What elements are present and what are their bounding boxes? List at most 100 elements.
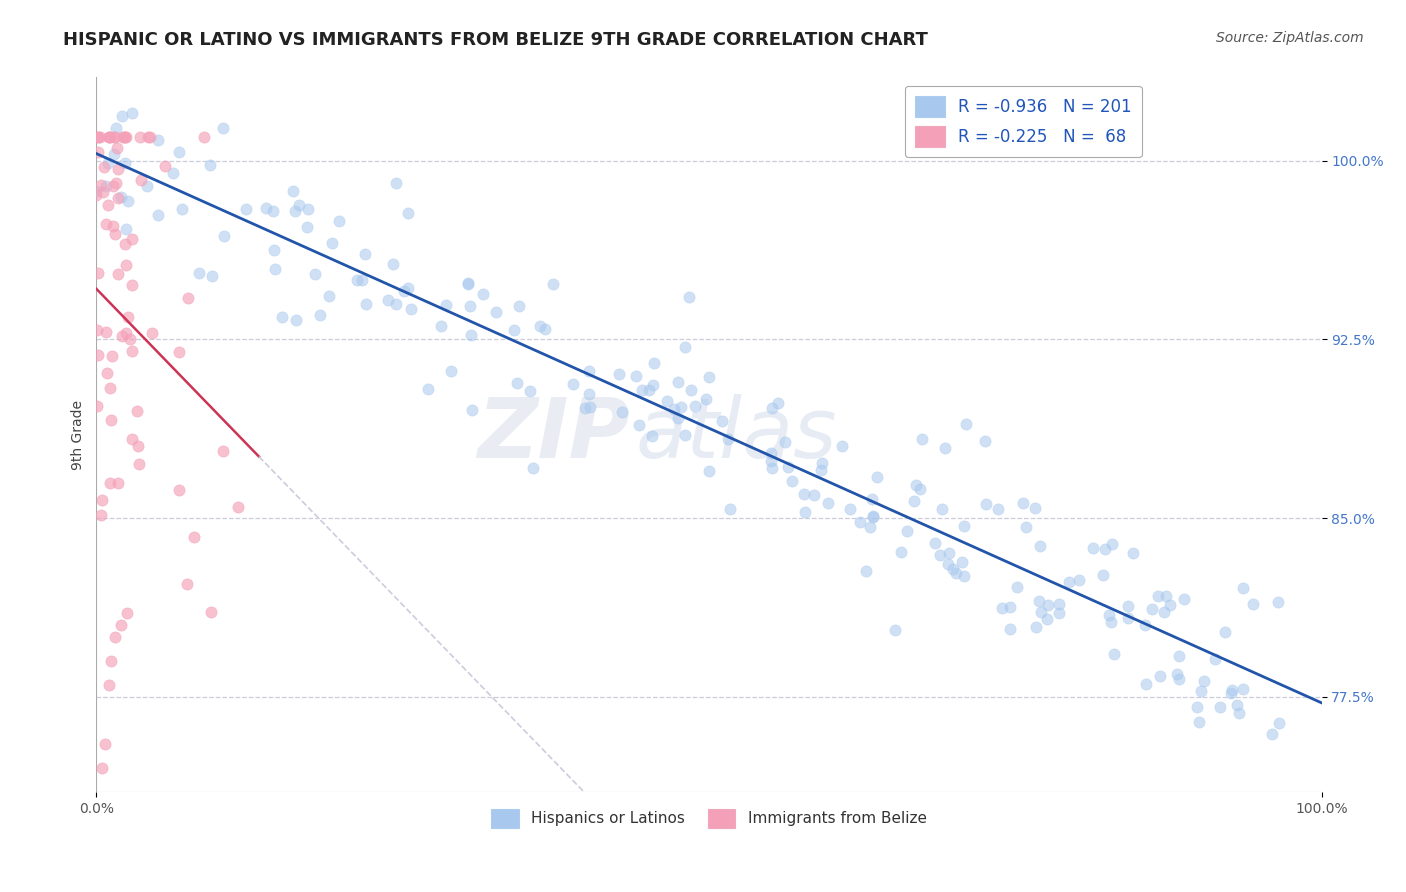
- Point: [235, 202, 257, 216]
- Point: [780, 474, 803, 488]
- Point: [685, 399, 707, 413]
- Point: [931, 501, 953, 516]
- Point: [607, 367, 630, 381]
- Point: [699, 370, 721, 384]
- Point: [114, 130, 136, 145]
- Point: [1011, 496, 1033, 510]
- Point: [637, 383, 659, 397]
- Point: [105, 121, 128, 136]
- Point: [86, 399, 108, 413]
- Point: [121, 232, 143, 246]
- Point: [1122, 545, 1144, 559]
- Point: [950, 555, 973, 569]
- Point: [115, 607, 138, 621]
- Point: [955, 417, 977, 431]
- Point: [631, 383, 654, 397]
- Point: [803, 488, 825, 502]
- Point: [679, 384, 702, 398]
- Point: [87, 266, 110, 280]
- Point: [643, 356, 665, 370]
- Point: [574, 401, 596, 415]
- Point: [534, 322, 557, 336]
- Point: [673, 340, 696, 354]
- Point: [167, 145, 190, 160]
- Point: [1204, 652, 1226, 666]
- Point: [1173, 591, 1195, 606]
- Point: [1024, 501, 1046, 516]
- Point: [657, 393, 679, 408]
- Point: [1167, 673, 1189, 687]
- Point: [938, 558, 960, 572]
- Point: [766, 395, 789, 409]
- Point: [183, 530, 205, 544]
- Point: [86, 348, 108, 362]
- Point: [193, 130, 215, 145]
- Point: [579, 400, 602, 414]
- Point: [97, 156, 120, 170]
- Point: [321, 235, 343, 250]
- Point: [104, 630, 127, 644]
- Point: [1035, 612, 1057, 626]
- Point: [1189, 684, 1212, 698]
- Point: [96, 217, 118, 231]
- Point: [641, 429, 664, 443]
- Point: [855, 564, 877, 578]
- Point: [100, 349, 122, 363]
- Point: [1025, 620, 1047, 634]
- Point: [346, 273, 368, 287]
- Point: [385, 176, 408, 190]
- Point: [1047, 597, 1070, 611]
- Point: [761, 401, 783, 416]
- Point: [129, 130, 152, 145]
- Point: [187, 266, 209, 280]
- Point: [998, 622, 1021, 636]
- Point: [377, 293, 399, 307]
- Point: [97, 130, 120, 145]
- Text: atlas: atlas: [636, 394, 837, 475]
- Point: [110, 618, 132, 632]
- Point: [385, 296, 408, 310]
- Point: [100, 381, 122, 395]
- Point: [396, 206, 419, 220]
- Point: [1226, 698, 1249, 712]
- Point: [849, 515, 872, 529]
- Point: [353, 247, 375, 261]
- Point: [90, 178, 112, 192]
- Point: [1213, 625, 1236, 640]
- Point: [115, 130, 138, 145]
- Point: [987, 502, 1010, 516]
- Point: [817, 496, 839, 510]
- Point: [710, 414, 733, 428]
- Point: [695, 392, 717, 406]
- Point: [761, 461, 783, 475]
- Point: [392, 284, 415, 298]
- Point: [200, 158, 222, 172]
- Point: [98, 476, 121, 491]
- Point: [201, 268, 224, 283]
- Point: [1067, 574, 1090, 588]
- Point: [458, 299, 481, 313]
- Point: [457, 277, 479, 291]
- Point: [354, 297, 377, 311]
- Y-axis label: 9th Grade: 9th Grade: [72, 400, 86, 470]
- Point: [1147, 589, 1170, 603]
- Point: [112, 130, 135, 145]
- Point: [87, 145, 110, 160]
- Point: [1232, 582, 1254, 596]
- Point: [976, 497, 998, 511]
- Point: [93, 160, 115, 174]
- Point: [304, 268, 326, 282]
- Point: [1083, 541, 1105, 555]
- Point: [121, 433, 143, 447]
- Point: [503, 323, 526, 337]
- Point: [103, 219, 125, 234]
- Point: [328, 213, 350, 227]
- Point: [111, 328, 134, 343]
- Point: [1149, 669, 1171, 683]
- Point: [759, 446, 782, 460]
- Point: [90, 508, 112, 523]
- Point: [153, 159, 176, 173]
- Point: [776, 460, 799, 475]
- Point: [1227, 706, 1250, 721]
- Point: [1232, 681, 1254, 696]
